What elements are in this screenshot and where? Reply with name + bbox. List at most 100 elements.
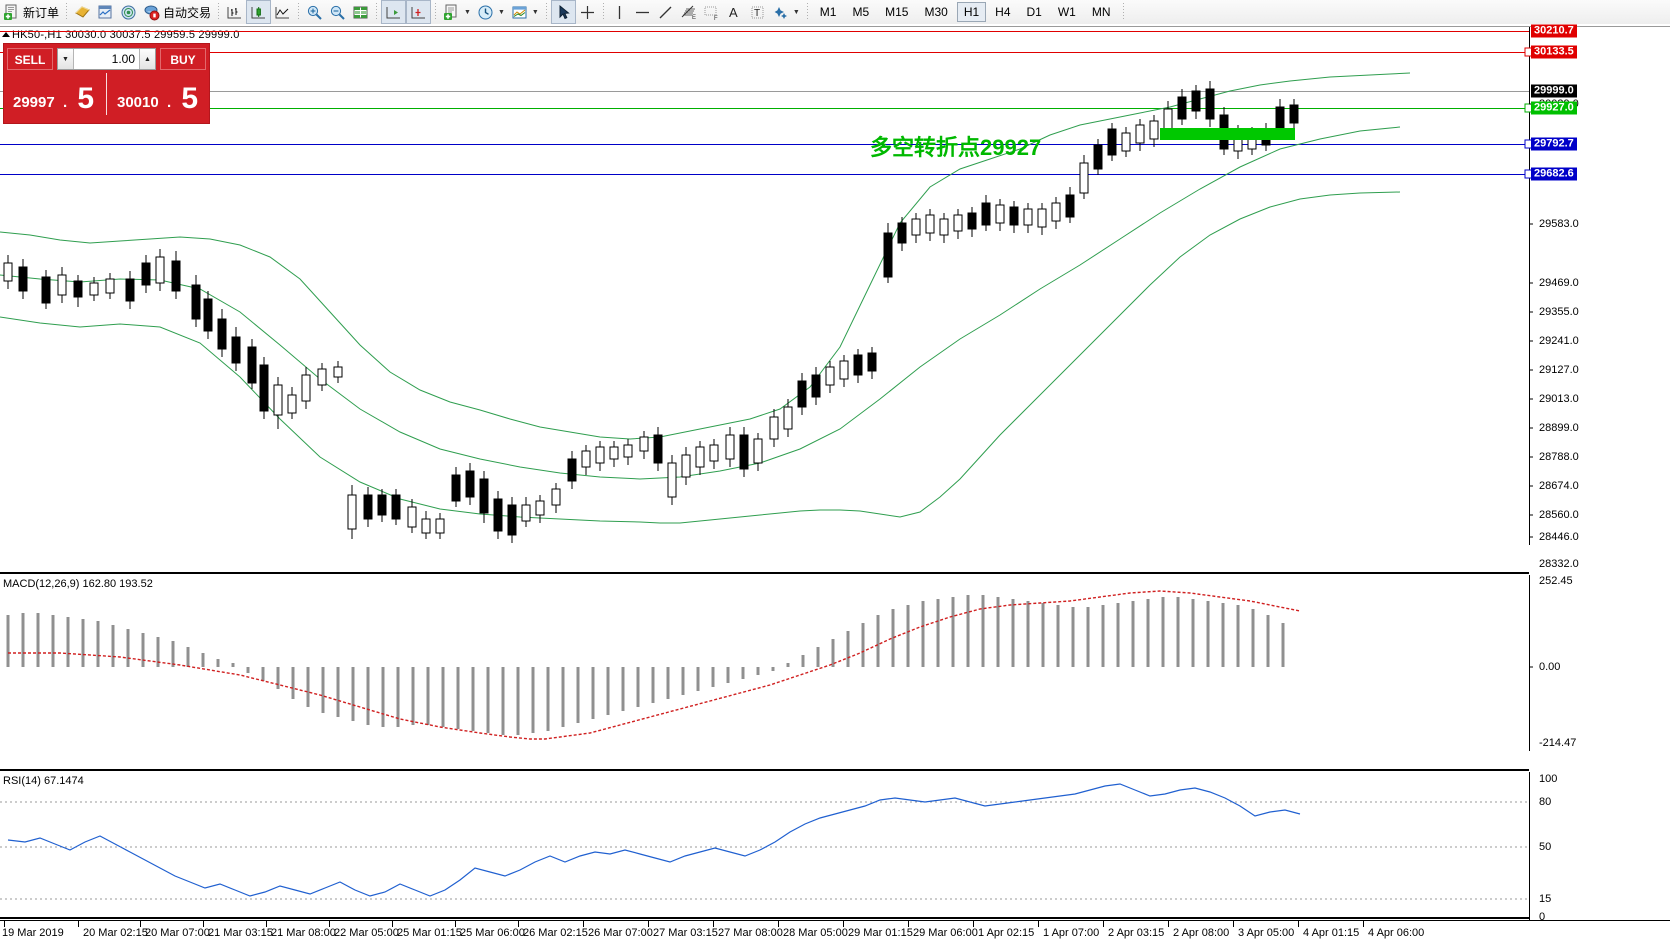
time-tick-label-14: 29 Mar 06:00 xyxy=(913,927,978,939)
time-tick-label-2: 20 Mar 07:00 xyxy=(145,927,210,939)
text-label-button[interactable]: A xyxy=(723,1,746,23)
zoom-in-button[interactable] xyxy=(303,1,326,23)
trendline-icon xyxy=(657,4,674,21)
chart-shift-icon xyxy=(385,4,402,21)
macd-pane[interactable]: MACD(12,26,9) 162.80 193.52 xyxy=(0,575,1670,751)
vertical-line-icon xyxy=(611,4,628,21)
svg-text:T: T xyxy=(754,8,760,19)
price-tick-label-28788: 28788.0 xyxy=(1539,451,1579,463)
timeframe-w1[interactable]: W1 xyxy=(1057,5,1076,19)
chart-shift-button[interactable] xyxy=(381,0,407,24)
price-tick-label-29469: 29469.0 xyxy=(1539,277,1579,289)
volume-stepper[interactable]: ▼ 1.00 ▲ xyxy=(57,48,156,70)
collapse-triangle-icon[interactable] xyxy=(2,32,10,37)
timeframe-h4[interactable]: H4 xyxy=(995,5,1011,19)
price-tick xyxy=(1529,514,1533,516)
vertical-line-button[interactable] xyxy=(608,1,631,23)
objects-button[interactable]: ▼ xyxy=(769,1,803,23)
line-chart-icon xyxy=(274,4,291,21)
pane-separator-3[interactable] xyxy=(0,917,1529,919)
text-button[interactable]: T xyxy=(746,1,769,23)
time-axis[interactable]: 19 Mar 2019 20 Mar 02:15 20 Mar 07:00 21… xyxy=(0,920,1670,950)
price-tick xyxy=(1529,456,1533,458)
fibonacci-button[interactable]: E xyxy=(677,1,700,23)
time-tick-label-1: 20 Mar 02:15 xyxy=(83,927,148,939)
timeframe-mn[interactable]: MN xyxy=(1091,5,1111,19)
crosshair-button[interactable] xyxy=(576,1,599,23)
cursor-button[interactable] xyxy=(550,0,576,24)
level-line-29682[interactable] xyxy=(0,174,1529,175)
timeframe-d1[interactable]: D1 xyxy=(1026,5,1042,19)
level-line-29927[interactable] xyxy=(0,108,1529,109)
new-order-button[interactable]: 新订单 xyxy=(0,1,62,23)
level-line-29792[interactable] xyxy=(0,144,1529,145)
horizontal-line-button[interactable] xyxy=(631,1,654,23)
time-tick-label-10: 27 Mar 03:15 xyxy=(653,927,718,939)
period-icon xyxy=(477,4,494,21)
time-tick-label-8: 26 Mar 02:15 xyxy=(523,927,588,939)
chart-area[interactable]: HK50-,H1 30030.0 30037.5 29959.5 29999.0 xyxy=(0,24,1670,950)
indicators-button[interactable]: ▼ xyxy=(508,1,542,23)
price-tick-label-29355: 29355.0 xyxy=(1539,306,1579,318)
time-tick-label-6: 25 Mar 01:15 xyxy=(397,927,462,939)
rsi-title: RSI(14) 67.1474 xyxy=(3,775,84,787)
bar-chart-icon xyxy=(226,4,243,21)
timeframe-m30[interactable]: M30 xyxy=(924,5,948,19)
volume-value[interactable]: 1.00 xyxy=(111,52,135,66)
bar-chart-button[interactable] xyxy=(223,1,246,23)
sell-price-display[interactable]: 29997 . 5 xyxy=(7,73,102,115)
chevron-down-icon-2[interactable]: ▼ xyxy=(497,8,505,16)
auto-scroll-button[interactable] xyxy=(406,0,432,24)
price-tick xyxy=(1529,223,1533,225)
bid-line-29999 xyxy=(0,91,1529,92)
timeframe-m1[interactable]: M1 xyxy=(819,5,837,19)
price-tag-30133: 30133.5 xyxy=(1531,45,1577,59)
toolbar-separator xyxy=(66,3,68,21)
sell-button[interactable]: SELL xyxy=(7,48,53,70)
zoom-out-button[interactable] xyxy=(326,1,349,23)
zoom-in-icon xyxy=(306,4,323,21)
pane-separator-1[interactable] xyxy=(0,572,1529,574)
volume-decrease-icon[interactable]: ▼ xyxy=(58,49,74,69)
pane-separator-2[interactable] xyxy=(0,769,1529,771)
one-click-trading-panel[interactable]: SELL ▼ 1.00 ▲ BUY 29997 . 5 30010 . 5 xyxy=(3,43,210,124)
level-line-30133[interactable] xyxy=(0,52,1529,53)
timeframe-m5[interactable]: M5 xyxy=(852,5,870,19)
data-window-button[interactable] xyxy=(94,1,117,23)
timeframe-h1[interactable]: H1 xyxy=(956,2,987,22)
price-tick xyxy=(1529,282,1533,284)
period-button[interactable]: ▼ xyxy=(474,1,508,23)
trendline-button[interactable] xyxy=(654,1,677,23)
buy-price-integer: 30010 xyxy=(117,94,159,111)
templates-button[interactable]: ▼ xyxy=(440,1,474,23)
price-tick-label-29241: 29241.0 xyxy=(1539,335,1579,347)
market-watch-button[interactable] xyxy=(117,1,140,23)
templates-icon xyxy=(443,4,460,21)
auto-trading-button[interactable]: 自动交易 xyxy=(140,1,214,23)
channel-button[interactable]: F xyxy=(700,1,723,23)
crosshair-icon xyxy=(579,4,596,21)
buy-price-dot: . xyxy=(167,94,172,111)
chart-grid-button[interactable] xyxy=(349,1,372,23)
toolbar-separator-3 xyxy=(298,3,300,21)
expert-advisor-icon xyxy=(74,4,91,21)
expert-advisor-button[interactable] xyxy=(71,1,94,23)
chevron-down-icon[interactable]: ▼ xyxy=(464,8,471,16)
rsi-pane[interactable]: RSI(14) 67.1474 100 80 50 15 0 xyxy=(0,772,1670,923)
chevron-down-icon-4[interactable]: ▼ xyxy=(792,8,800,16)
buy-button[interactable]: BUY xyxy=(160,48,206,70)
rsi-tick-label-0: 0 xyxy=(1539,911,1546,923)
line-chart-button[interactable] xyxy=(271,1,294,23)
price-tick xyxy=(1529,311,1533,313)
timeframe-m15[interactable]: M15 xyxy=(885,5,909,19)
price-tick-label-29583: 29583.0 xyxy=(1539,218,1579,230)
market-watch-icon xyxy=(120,4,137,21)
buy-price-display[interactable]: 30010 . 5 xyxy=(111,73,206,115)
rsi-tick-label-50: 50 xyxy=(1539,841,1552,853)
price-tick-label-28446: 28446.0 xyxy=(1539,531,1579,543)
volume-increase-icon[interactable]: ▲ xyxy=(139,49,155,69)
chevron-down-icon-3[interactable]: ▼ xyxy=(531,8,539,16)
candlestick-chart-button[interactable] xyxy=(246,0,272,24)
price-pane[interactable]: HK50-,H1 30030.0 30037.5 29959.5 29999.0 xyxy=(0,24,1670,570)
chart-grid-icon xyxy=(352,4,369,21)
